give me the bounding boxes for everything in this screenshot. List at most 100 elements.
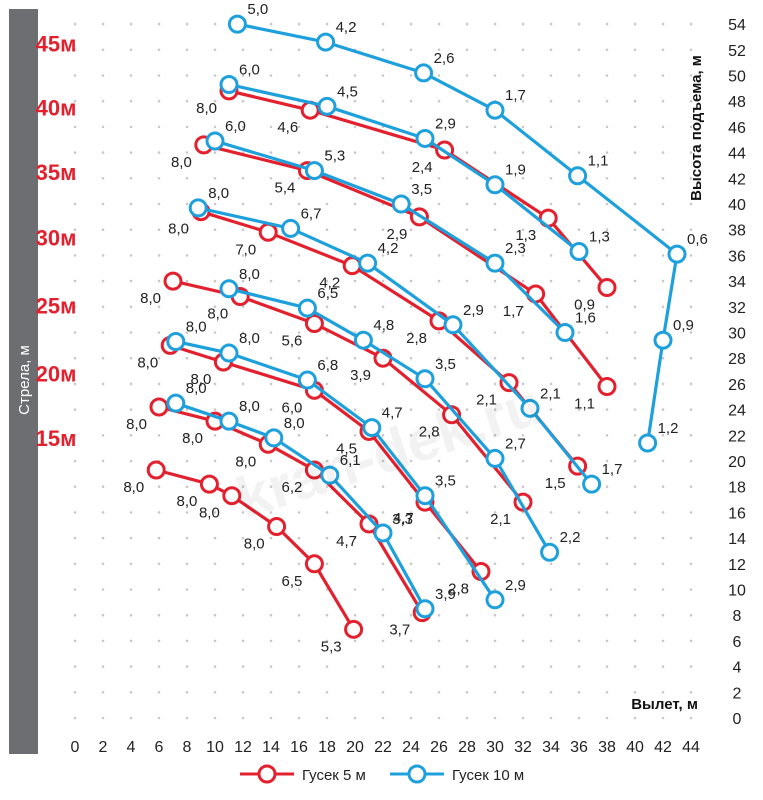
grid-dot xyxy=(661,434,665,437)
grid-dot xyxy=(157,305,161,309)
series-curve: 8,0 5,4 2,9 1,7 1,1 xyxy=(171,135,617,412)
data-point xyxy=(568,166,588,186)
data-point xyxy=(219,411,239,431)
grid-dot xyxy=(325,408,329,411)
grid-dot xyxy=(73,254,77,257)
data-point xyxy=(414,63,434,83)
grid-dot xyxy=(213,536,217,540)
grid-dot xyxy=(381,665,385,668)
grid-dot xyxy=(157,48,161,52)
grid-dot xyxy=(577,613,581,617)
grid-dot xyxy=(633,74,637,77)
grid-dot xyxy=(73,562,77,566)
grid-dot xyxy=(185,408,189,411)
grid-dot xyxy=(689,562,693,566)
grid-dot xyxy=(633,459,637,463)
grid-dot xyxy=(213,151,217,154)
data-label: 1,2 xyxy=(658,420,679,437)
y-tick-label: 12 xyxy=(728,557,746,574)
grid-dot xyxy=(297,588,301,591)
grid-dot xyxy=(157,485,161,489)
data-label: 6,7 xyxy=(301,205,322,222)
grid-dot xyxy=(325,356,329,360)
series-curve: 8,08,08,06,14,73,9 xyxy=(166,380,456,619)
grid-dot xyxy=(409,279,413,283)
grid-dot xyxy=(213,716,217,720)
grid-dot xyxy=(325,459,329,463)
x-tick-label: 36 xyxy=(570,739,588,756)
grid-dot xyxy=(381,485,385,489)
grid-dot xyxy=(493,588,497,591)
grid-dot xyxy=(605,536,609,540)
grid-dot xyxy=(157,665,161,668)
grid-dot xyxy=(633,613,637,617)
grid-dot xyxy=(409,434,413,437)
grid-dot xyxy=(213,459,217,463)
data-label: 8,0 xyxy=(168,221,189,238)
grid-dot xyxy=(325,511,329,514)
data-point xyxy=(443,315,463,335)
grid-dot xyxy=(465,48,469,52)
grid-dot xyxy=(101,177,105,180)
grid-dot xyxy=(73,485,77,489)
data-label: 4,5 xyxy=(337,83,358,100)
series-curve: 8,0 6,5 4,8 3,5 2,7 2,2 xyxy=(219,266,580,562)
grid-dot xyxy=(185,99,189,103)
grid-dot xyxy=(437,716,441,720)
grid-dot xyxy=(213,99,217,103)
data-label: 1,1 xyxy=(588,153,609,170)
grid-dot xyxy=(577,356,581,360)
grid-dot xyxy=(381,48,385,52)
grid-dot xyxy=(185,665,189,668)
grid-dot xyxy=(157,151,161,154)
grid-dot xyxy=(549,511,553,514)
grid-dot xyxy=(325,434,329,437)
grid-dot xyxy=(185,562,189,566)
grid-dot xyxy=(465,177,469,180)
grid-dot xyxy=(73,356,77,360)
grid-dot xyxy=(465,716,469,720)
grid-dot xyxy=(73,125,77,129)
grid-dot xyxy=(185,434,189,437)
grid-dot xyxy=(465,485,469,489)
grid-dot xyxy=(381,74,385,77)
grid-dot xyxy=(661,356,665,360)
grid-dot xyxy=(157,279,161,283)
grid-dot xyxy=(325,125,329,129)
y-tick-label: 50 xyxy=(728,69,746,86)
grid-dot xyxy=(465,408,469,411)
grid-dot xyxy=(157,74,161,77)
grid-dot xyxy=(297,665,301,668)
grid-dot xyxy=(297,48,301,52)
data-point xyxy=(485,100,505,120)
grid-dot xyxy=(577,305,581,309)
grid-dot xyxy=(185,74,189,77)
grid-dot xyxy=(157,639,161,643)
grid-dot xyxy=(437,562,441,566)
grid-dot xyxy=(269,613,273,617)
x-axis-title: Вылет, м xyxy=(631,696,698,713)
data-point xyxy=(264,428,284,448)
data-point xyxy=(227,14,247,34)
grid-dot xyxy=(73,511,77,514)
grid-dot xyxy=(605,459,609,463)
grid-dot xyxy=(521,536,525,540)
y-tick-label: 2 xyxy=(733,685,742,702)
grid-dot xyxy=(297,536,301,540)
data-label: 4,2 xyxy=(319,275,340,292)
grid-dot xyxy=(353,382,357,386)
data-point xyxy=(485,253,505,273)
grid-dot xyxy=(381,434,385,437)
grid-dot xyxy=(549,382,553,386)
grid-dot xyxy=(297,613,301,617)
grid-dot xyxy=(521,562,525,566)
grid-dot xyxy=(577,331,581,334)
grid-dot xyxy=(521,22,525,26)
grid-dot xyxy=(633,202,637,206)
data-label: 8,0 xyxy=(207,306,228,323)
grid-dot xyxy=(689,485,693,489)
data-label: 8,0 xyxy=(235,453,256,470)
data-point xyxy=(485,175,505,195)
grid-dot xyxy=(325,228,329,231)
grid-dot xyxy=(185,613,189,617)
